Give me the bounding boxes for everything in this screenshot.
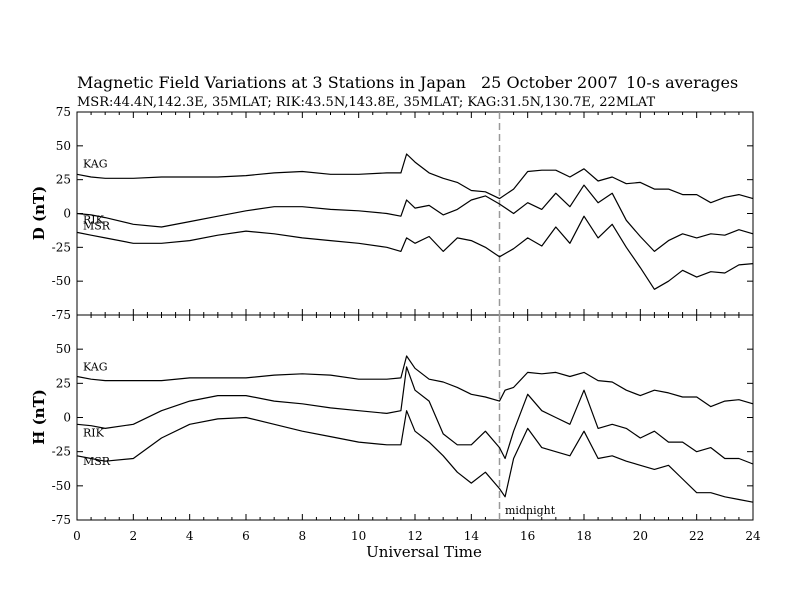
x-tick-label: 22 [689,529,704,543]
x-tick-label: 6 [242,529,250,543]
y-tick-label: 0 [63,207,71,221]
series-label-rik: RIK [83,426,105,439]
x-tick-label: 20 [633,529,648,543]
y-tick-label: -25 [52,445,71,459]
x-tick-label: 18 [576,529,591,543]
y-tick-label: 50 [56,139,71,153]
series-label-msr: MSR [83,455,111,468]
x-tick-label: 0 [73,529,81,543]
series-line-kag [76,355,754,408]
y-tick-label: -25 [52,240,71,254]
x-tick-label: 8 [299,529,307,543]
x-tick-label: 24 [745,529,761,543]
series-line-kag [76,153,754,204]
chart-date: 25 October 2007 [481,73,618,92]
y-tick-label: 25 [56,173,71,187]
y-tick-label: 25 [56,376,71,390]
y-tick-label: -50 [52,274,71,288]
h-panel-ylabel: H (nT) [30,389,48,445]
chart-title: Magnetic Field Variations at 3 Stations … [77,73,466,92]
station-coordinates: MSR:44.4N,142.3E, 35MLAT; RIK:43.5N,143.… [77,95,655,110]
series-label-kag: KAG [83,361,108,374]
series-label-kag: KAG [83,157,108,170]
x-tick-label: 14 [464,529,480,543]
x-tick-label: 2 [130,529,138,543]
series-line-msr [76,410,754,503]
x-tick-label: 10 [351,529,366,543]
x-tick-label: 4 [186,529,194,543]
y-tick-label: 75 [56,105,71,119]
x-tick-label: 12 [407,529,422,543]
y-tick-label: 0 [63,411,71,425]
midnight-label: midnight [505,504,556,517]
h-panel-frame [76,314,754,521]
x-tick-label: 16 [520,529,535,543]
x-axis-label: Universal Time [366,543,482,561]
chart-averaging: 10-s averages [626,73,738,92]
series-line-rik [76,184,754,252]
y-tick-label: -75 [52,513,71,527]
d-panel-ylabel: D (nT) [30,186,48,241]
y-tick-label: -50 [52,479,71,493]
series-label-rik: RIK [83,214,105,227]
y-tick-label: 50 [56,342,71,356]
series-line-msr [76,215,754,290]
y-tick-label: -75 [52,308,71,322]
series-line-rik [76,366,754,465]
series-label-msr: MSR [83,219,111,232]
